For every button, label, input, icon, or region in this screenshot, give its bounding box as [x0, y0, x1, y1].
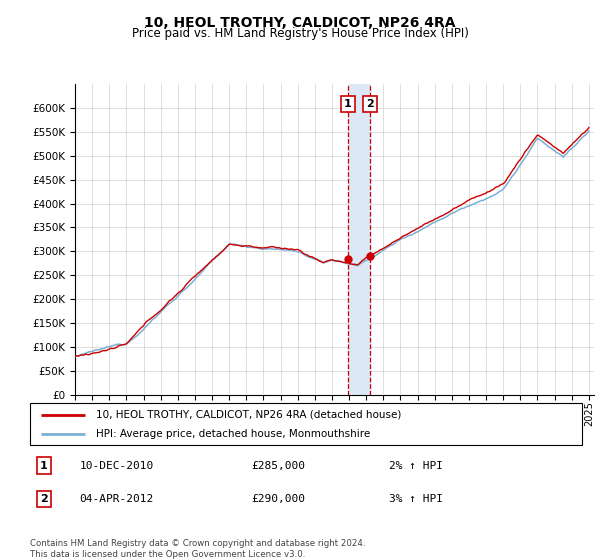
Text: £290,000: £290,000 [251, 494, 305, 504]
Text: Price paid vs. HM Land Registry's House Price Index (HPI): Price paid vs. HM Land Registry's House … [131, 27, 469, 40]
Bar [347, 84, 370, 395]
Text: 2: 2 [40, 494, 47, 504]
Text: 2% ↑ HPI: 2% ↑ HPI [389, 460, 443, 470]
Text: 10, HEOL TROTHY, CALDICOT, NP26 4RA: 10, HEOL TROTHY, CALDICOT, NP26 4RA [144, 16, 456, 30]
Text: 10, HEOL TROTHY, CALDICOT, NP26 4RA (detached house): 10, HEOL TROTHY, CALDICOT, NP26 4RA (det… [96, 409, 401, 419]
Text: 04-APR-2012: 04-APR-2012 [80, 494, 154, 504]
Text: £285,000: £285,000 [251, 460, 305, 470]
Text: HPI: Average price, detached house, Monmouthshire: HPI: Average price, detached house, Monm… [96, 429, 370, 439]
Text: 10-DEC-2010: 10-DEC-2010 [80, 460, 154, 470]
Text: 1: 1 [40, 460, 47, 470]
FancyBboxPatch shape [30, 403, 582, 445]
Text: 1: 1 [344, 99, 352, 109]
Text: 2: 2 [367, 99, 374, 109]
Text: 3% ↑ HPI: 3% ↑ HPI [389, 494, 443, 504]
Text: Contains HM Land Registry data © Crown copyright and database right 2024.
This d: Contains HM Land Registry data © Crown c… [30, 539, 365, 559]
